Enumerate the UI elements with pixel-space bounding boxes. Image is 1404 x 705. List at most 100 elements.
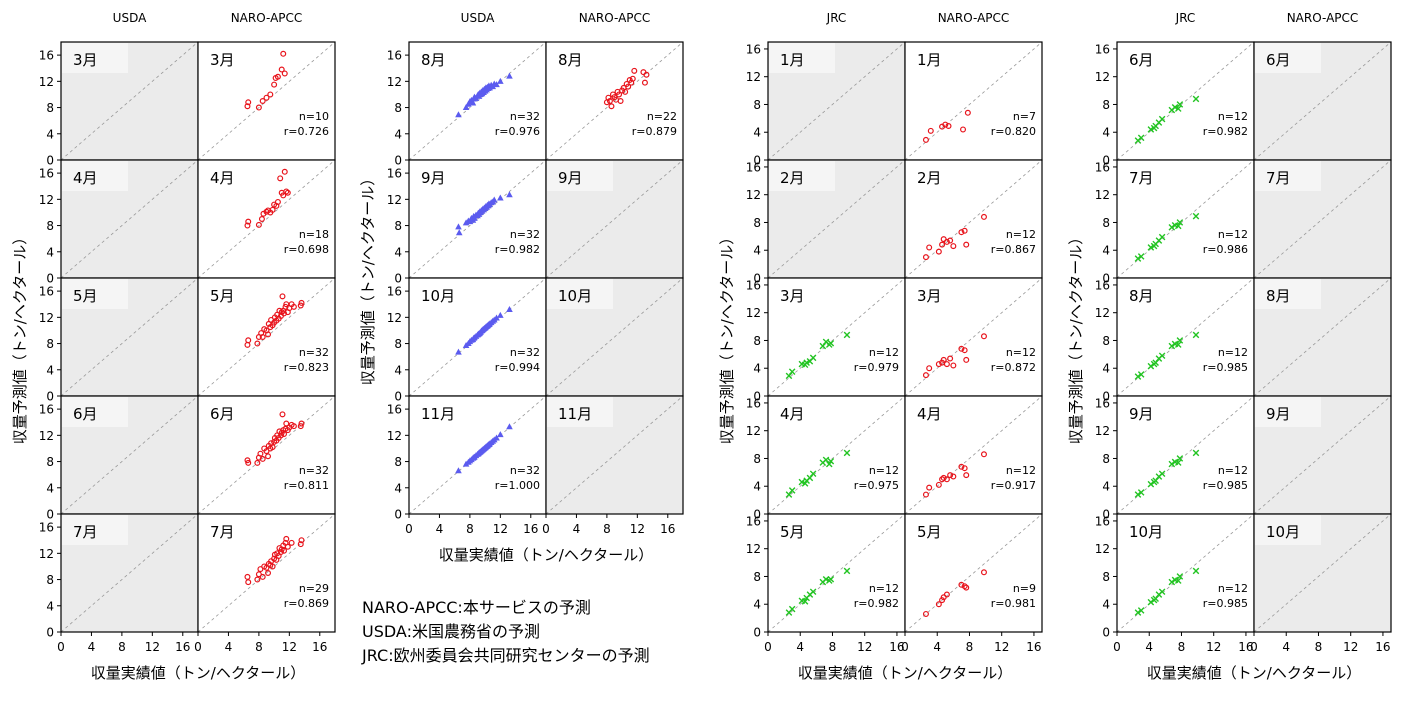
data-point [1176,573,1184,580]
n-label: n=32 [299,346,329,359]
data-point [939,241,946,248]
month-label-box [1255,515,1321,545]
data-point [1134,491,1142,498]
y-tick-label: 8 [1102,98,1110,112]
data-point [926,365,933,372]
diagonal-line [1253,395,1392,515]
data-point [493,434,500,441]
x-tick-label: 8 [466,522,474,536]
y-tick-label: 8 [753,334,761,348]
data-point [283,188,290,195]
y-tick-label: 8 [394,219,402,233]
data-point [259,455,266,462]
data-point [290,423,297,430]
data-point [942,121,949,128]
r-label: r=0.982 [1203,125,1248,138]
y-tick-label: 16 [1095,514,1110,528]
data-point [1174,577,1182,584]
diagonal-line [60,513,199,633]
y-tick-label: 4 [753,126,761,140]
data-point [1137,489,1145,496]
data-point [843,449,851,457]
y-axis-title: 収量予測値（トン/ヘクタール） [1067,230,1085,444]
y-tick-label: 0 [394,508,402,522]
y-tick-label: 12 [387,429,402,443]
r-label: r=0.981 [991,597,1036,610]
y-tick-label: 4 [753,362,761,376]
x-tick-label: 0 [194,640,202,654]
data-point [265,569,272,576]
data-point [827,575,835,583]
data-point [1192,331,1200,339]
data-point [788,487,796,494]
month-label: 5月 [73,287,98,305]
y-tick-label: 16 [39,521,54,535]
month-label-box [62,397,128,427]
y-tick-label: 8 [1102,570,1110,584]
data-point [244,103,251,110]
month-label-box [547,397,613,427]
month-label: 11月 [421,405,455,423]
data-point [259,97,266,104]
x-tick-label: 16 [1026,640,1041,654]
x-tick-label: 4 [1145,640,1153,654]
month-label: 7月 [73,523,98,541]
y-tick-label: 16 [39,285,54,299]
data-point [455,348,462,355]
data-point [801,598,809,605]
data-point [788,605,796,613]
data-point [950,243,957,250]
y-tick-label: 12 [1095,306,1110,320]
x-tick-label: 4 [436,522,444,536]
n-label: n=22 [647,110,677,123]
legend-line-naro: NARO-APCC:本サービスの予測 [362,598,591,617]
n-label: n=10 [299,110,329,123]
data-point [267,91,274,98]
panel-border [904,513,1043,633]
data-point [958,581,965,588]
x-tick-label: 0 [1113,640,1121,654]
n-label: n=12 [1218,346,1248,359]
r-label: r=0.698 [284,243,329,256]
data-point [269,563,276,570]
data-point [497,311,504,318]
data-point [274,73,281,80]
x-tick-label: 4 [933,640,941,654]
data-point [980,333,987,340]
y-tick-label: 0 [753,390,761,404]
x-tick-label: 0 [57,640,65,654]
data-point [455,229,463,236]
x-tick-label: 16 [175,640,190,654]
y-tick-label: 0 [1102,508,1110,522]
n-label: n=12 [1218,464,1248,477]
data-point [254,459,261,466]
y-tick-label: 8 [46,219,54,233]
data-point [455,467,462,474]
diagonal-line [197,41,336,161]
data-point [1158,470,1166,478]
data-point [1137,371,1145,378]
y-tick-label: 4 [46,127,54,141]
data-point [963,584,970,591]
data-point [288,539,295,546]
y-tick-label: 0 [753,272,761,286]
data-point [1176,455,1184,462]
x-tick-label: 0 [405,522,413,536]
n-label: n=32 [510,464,540,477]
n-label: n=12 [1006,346,1036,359]
month-label: 9月 [1129,405,1154,423]
data-point [277,549,284,556]
data-point [1168,578,1176,586]
panel-border [1253,513,1392,633]
data-point [462,104,470,111]
data-point [947,237,954,244]
y-tick-label: 8 [753,452,761,466]
y-tick-label: 12 [39,193,54,207]
month-label: 5月 [780,523,805,541]
data-point [245,459,252,466]
legend-line-usda: USDA:米国農務省の予測 [362,622,540,641]
month-label-box [547,161,613,191]
x-tick-label: 16 [889,640,904,654]
x-tick-label: 0 [764,640,772,654]
